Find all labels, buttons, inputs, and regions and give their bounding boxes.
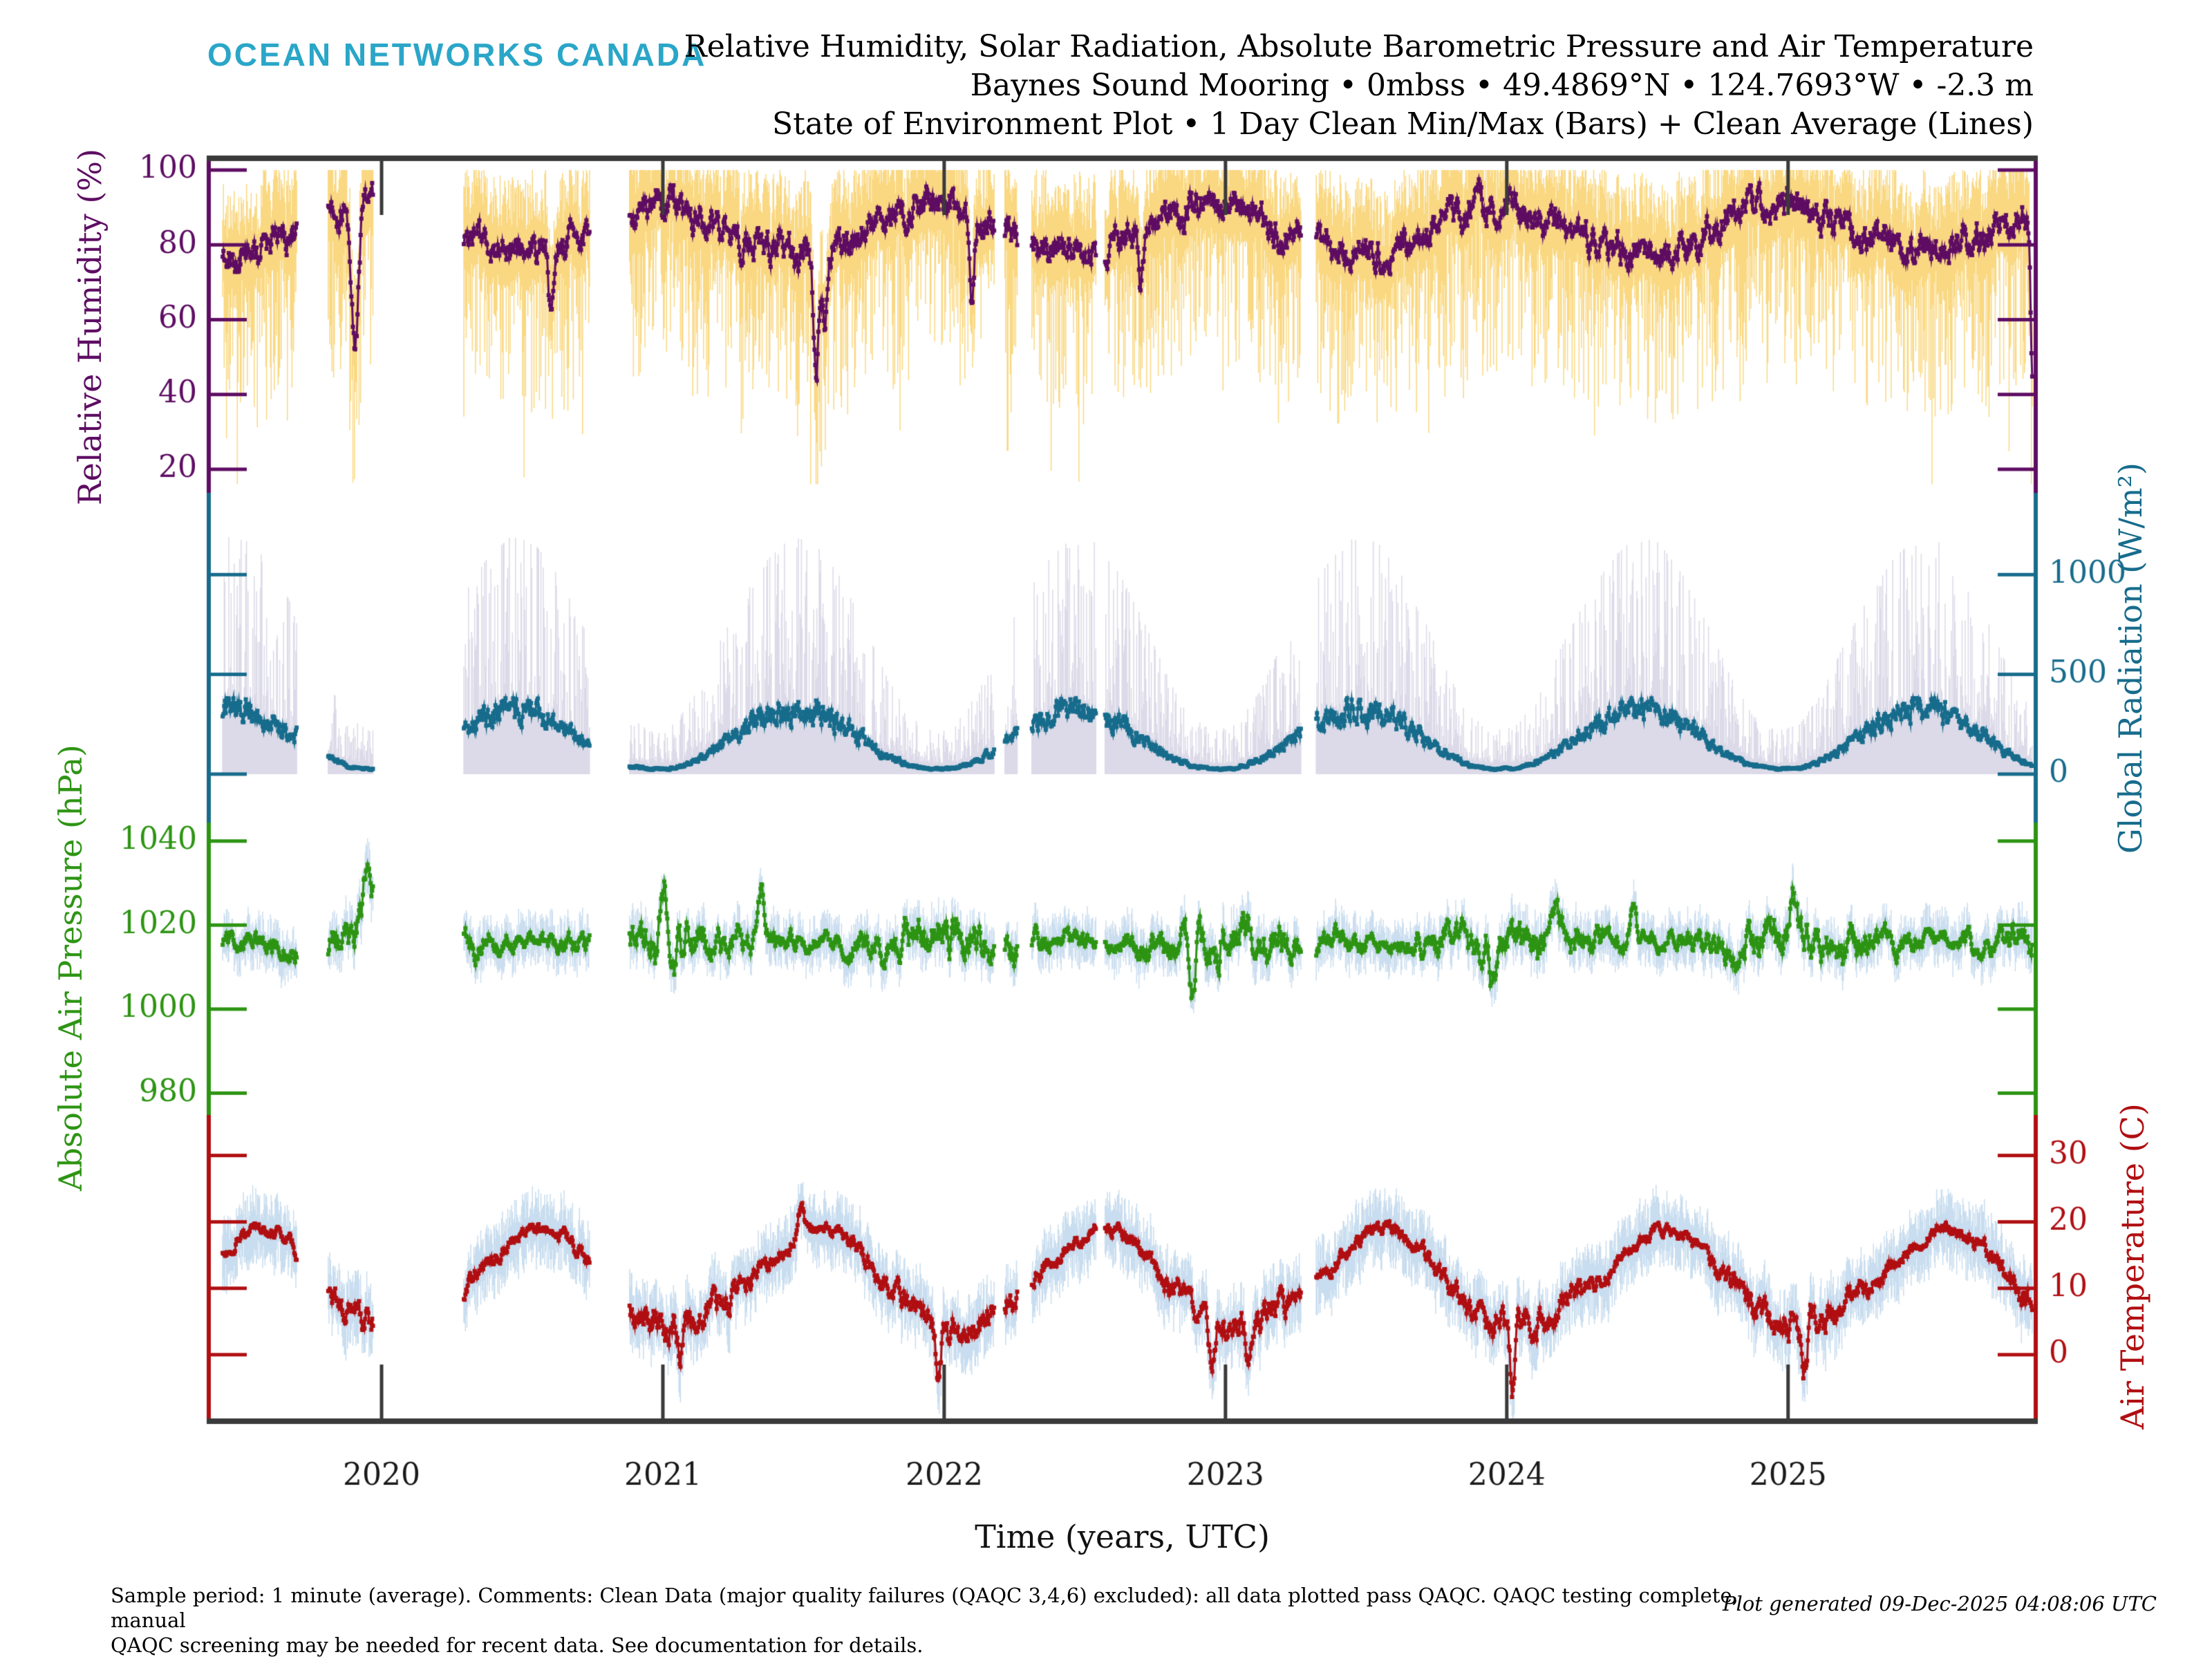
plot-title-line-2: Baynes Sound Mooring • 0mbss • 49.4869°N…	[970, 68, 2034, 103]
radiation-axis-title: Global Radiation (W/m²)	[2111, 462, 2149, 854]
qaqc-footnote: Sample period: 1 minute (average). Comme…	[111, 1583, 1783, 1658]
humidity-axis-title: Relative Humidity (%)	[71, 149, 109, 505]
plot-title-line-3: State of Environment Plot • 1 Day Clean …	[772, 106, 2034, 142]
qaqc-footnote-line-2: QAQC screening may be needed for recent …	[111, 1633, 924, 1657]
plot-title-line-1: Relative Humidity, Solar Radiation, Abso…	[684, 29, 2034, 64]
pressure-axis-title: Absolute Air Pressure (hPa)	[51, 744, 89, 1191]
qaqc-footnote-line-1: Sample period: 1 minute (average). Comme…	[111, 1584, 1738, 1632]
temperature-axis-title: Air Temperature (C)	[2113, 1103, 2151, 1430]
plot-title-block: Relative Humidity, Solar Radiation, Abso…	[684, 28, 2034, 144]
time-axis-title: Time (years, UTC)	[975, 1518, 1270, 1555]
plot-generated-timestamp: Plot generated 09-Dec-2025 04:08:06 UTC	[1722, 1592, 2157, 1615]
ocean-networks-canada-logo: OCEAN NETWORKS CANADA	[207, 37, 707, 73]
